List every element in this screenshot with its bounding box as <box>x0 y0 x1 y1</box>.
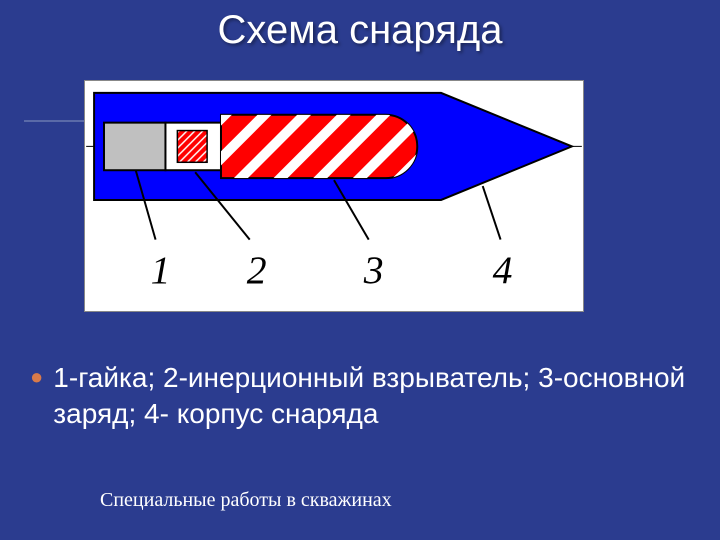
projectile-diagram: 1 2 3 4 <box>84 80 584 312</box>
footer-text: Специальные работы в скважинах <box>100 489 392 512</box>
part-fuze-core <box>177 131 207 163</box>
svg-text:2: 2 <box>247 248 267 292</box>
bullet-icon: ● <box>30 360 43 393</box>
legend-block: ● 1-гайка; 2-инерционный взрыватель; 3-о… <box>30 360 690 433</box>
number-labels: 1 2 3 4 <box>151 248 513 292</box>
svg-text:1: 1 <box>151 248 171 292</box>
svg-text:3: 3 <box>363 248 384 292</box>
slide-title: Схема снаряда <box>0 0 720 53</box>
svg-text:4: 4 <box>493 248 513 292</box>
part-nut <box>104 123 165 171</box>
legend-text: 1-гайка; 2-инерционный взрыватель; 3-осн… <box>53 360 690 433</box>
diagram-svg: 1 2 3 4 <box>85 81 583 311</box>
